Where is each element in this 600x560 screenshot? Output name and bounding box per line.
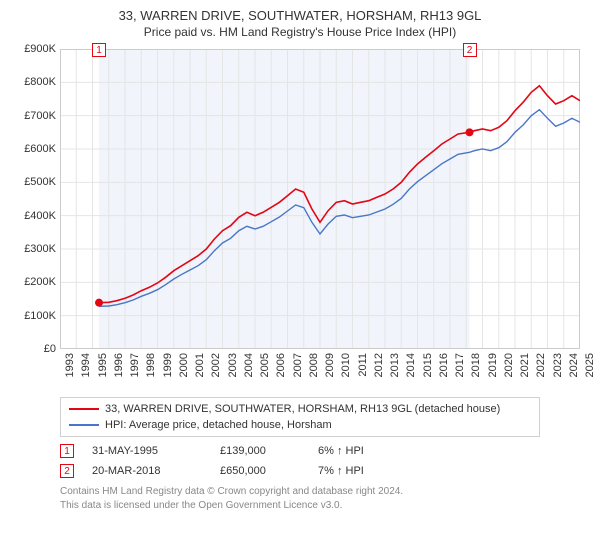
legend-label: HPI: Average price, detached house, Hors… [105, 419, 332, 431]
x-tick-label: 2002 [210, 353, 222, 377]
x-tick-label: 2020 [503, 353, 515, 377]
chart-container: £0 £100K £200K £300K £400K £500K £600K £700K £80… [10, 45, 590, 395]
legend-label: 33, WARREN DRIVE, SOUTHWATER, HORSHAM, R… [105, 403, 500, 415]
y-tick-label: £700K [24, 110, 56, 122]
x-tick-label: 2009 [324, 353, 336, 377]
y-tick-label: £200K [24, 276, 56, 288]
x-tick-label: 2003 [227, 353, 239, 377]
x-tick-label: 1997 [129, 353, 141, 377]
x-tick-label: 1994 [80, 353, 92, 377]
marker-flag-icon: 2 [463, 43, 477, 57]
x-tick-label: 2012 [373, 353, 385, 377]
marker-flag-icon: 1 [92, 43, 106, 57]
x-tick-label: 2008 [308, 353, 320, 377]
x-tick-label: 2016 [438, 353, 450, 377]
tx-delta: 6% ↑ HPI [318, 445, 408, 457]
x-tick-label: 2011 [357, 353, 369, 377]
x-tick-label: 1993 [64, 353, 76, 377]
x-tick-label: 2018 [470, 353, 482, 377]
x-tick-label: 2010 [340, 353, 352, 377]
x-tick-label: 2000 [178, 353, 190, 377]
y-tick-label: £400K [24, 210, 56, 222]
legend: 33, WARREN DRIVE, SOUTHWATER, HORSHAM, R… [60, 397, 540, 437]
x-tick-label: 1998 [145, 353, 157, 377]
x-tick-label: 2013 [389, 353, 401, 377]
x-tick-label: 2019 [487, 353, 499, 377]
x-tick-label: 2014 [405, 353, 417, 377]
tx-delta: 7% ↑ HPI [318, 465, 408, 477]
x-tick-label: 2023 [552, 353, 564, 377]
legend-item-subject: 33, WARREN DRIVE, SOUTHWATER, HORSHAM, R… [69, 401, 531, 417]
title-subtitle: Price paid vs. HM Land Registry's House … [10, 25, 590, 39]
x-tick-label: 2001 [194, 353, 206, 377]
footnote: Contains HM Land Registry data © Crown c… [60, 485, 590, 512]
chart-plot [60, 49, 580, 349]
table-row: 2 20-MAR-2018 £650,000 7% ↑ HPI [60, 461, 540, 481]
x-tick-label: 2021 [519, 353, 531, 377]
tx-date: 20-MAR-2018 [92, 465, 202, 477]
y-tick-label: £0 [44, 343, 56, 355]
x-tick-label: 2007 [292, 353, 304, 377]
marker-badge-icon: 2 [60, 464, 74, 478]
x-tick-label: 1996 [113, 353, 125, 377]
table-row: 1 31-MAY-1995 £139,000 6% ↑ HPI [60, 441, 540, 461]
x-axis-labels: 1993 1994 1995 1996 1997 1998 1999 2000 2001 2002… [60, 353, 580, 393]
x-tick-label: 2022 [535, 353, 547, 377]
x-tick-label: 2004 [243, 353, 255, 377]
title-address: 33, WARREN DRIVE, SOUTHWATER, HORSHAM, R… [10, 8, 590, 23]
x-tick-label: 2017 [454, 353, 466, 377]
y-tick-label: £600K [24, 143, 56, 155]
footnote-line: This data is licensed under the Open Gov… [60, 499, 590, 513]
x-tick-label: 2024 [568, 353, 580, 377]
x-tick-label: 2005 [259, 353, 271, 377]
x-tick-label: 2006 [275, 353, 287, 377]
y-tick-label: £800K [24, 76, 56, 88]
tx-price: £139,000 [220, 445, 300, 457]
legend-swatch-icon [69, 408, 99, 410]
legend-item-hpi: HPI: Average price, detached house, Hors… [69, 417, 531, 433]
legend-swatch-icon [69, 424, 99, 426]
transactions-table: 1 31-MAY-1995 £139,000 6% ↑ HPI 2 20-MAR… [60, 441, 540, 481]
marker-badge-icon: 1 [60, 444, 74, 458]
y-tick-label: £100K [24, 310, 56, 322]
tx-date: 31-MAY-1995 [92, 445, 202, 457]
x-tick-label: 2025 [584, 353, 596, 377]
footnote-line: Contains HM Land Registry data © Crown c… [60, 485, 590, 499]
tx-price: £650,000 [220, 465, 300, 477]
y-tick-label: £500K [24, 176, 56, 188]
x-tick-label: 1999 [162, 353, 174, 377]
y-tick-label: £900K [24, 43, 56, 55]
x-tick-label: 2015 [422, 353, 434, 377]
x-tick-label: 1995 [97, 353, 109, 377]
y-tick-label: £300K [24, 243, 56, 255]
y-axis-labels: £0£100K£200K£300K£400K£500K£600K£700K£80… [10, 49, 58, 349]
